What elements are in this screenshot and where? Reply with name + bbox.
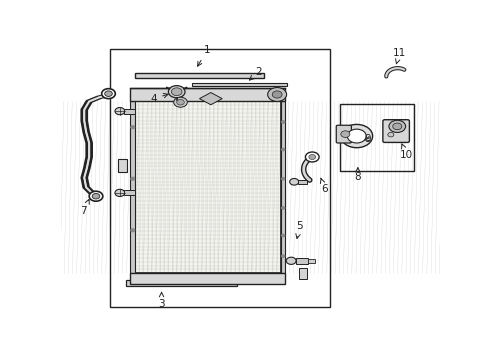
Circle shape (131, 126, 134, 129)
Bar (130, 102, 135, 273)
Circle shape (168, 86, 184, 98)
Circle shape (392, 123, 401, 130)
Circle shape (305, 152, 319, 162)
Text: 4: 4 (150, 94, 168, 104)
Circle shape (267, 87, 286, 102)
Circle shape (308, 154, 315, 159)
Bar (135, 102, 281, 273)
Circle shape (346, 129, 366, 143)
Text: 6: 6 (320, 178, 327, 194)
Polygon shape (191, 82, 286, 86)
FancyBboxPatch shape (382, 120, 408, 143)
Bar (130, 87, 285, 102)
Bar (135, 102, 281, 273)
Bar (124, 109, 135, 114)
Circle shape (387, 132, 393, 137)
Circle shape (173, 97, 187, 107)
Bar (297, 180, 307, 184)
Text: 1: 1 (197, 45, 210, 66)
Circle shape (115, 189, 124, 197)
Circle shape (388, 120, 405, 132)
Circle shape (115, 108, 124, 115)
Circle shape (171, 88, 182, 96)
Circle shape (281, 255, 284, 257)
Circle shape (281, 177, 284, 180)
Text: 7: 7 (81, 199, 89, 216)
Circle shape (104, 91, 112, 96)
Circle shape (281, 207, 284, 209)
Bar (110, 49, 329, 307)
Bar (280, 102, 285, 273)
Text: 10: 10 (399, 144, 412, 160)
Polygon shape (135, 73, 264, 78)
FancyBboxPatch shape (336, 125, 351, 143)
Text: 2: 2 (249, 67, 261, 80)
Circle shape (340, 125, 372, 148)
Bar (339, 104, 413, 171)
Bar (307, 259, 314, 263)
Circle shape (285, 257, 295, 264)
Circle shape (281, 234, 284, 237)
Circle shape (102, 89, 115, 99)
Text: 5: 5 (295, 221, 303, 238)
Circle shape (176, 99, 184, 105)
Circle shape (281, 148, 284, 150)
Bar (295, 258, 307, 264)
Bar (124, 190, 135, 195)
Text: 11: 11 (392, 48, 406, 64)
Bar (118, 159, 127, 172)
Circle shape (281, 121, 284, 123)
Circle shape (131, 177, 134, 180)
Circle shape (131, 229, 134, 232)
Text: 3: 3 (158, 292, 164, 309)
Circle shape (92, 193, 100, 199)
Text: 9: 9 (363, 134, 370, 144)
Polygon shape (199, 93, 222, 105)
Bar (130, 273, 285, 284)
Text: 8: 8 (354, 168, 361, 182)
Circle shape (289, 179, 298, 185)
Circle shape (89, 191, 102, 201)
Bar (298, 268, 306, 279)
Polygon shape (125, 280, 237, 286)
Circle shape (272, 91, 282, 98)
Circle shape (340, 131, 349, 138)
